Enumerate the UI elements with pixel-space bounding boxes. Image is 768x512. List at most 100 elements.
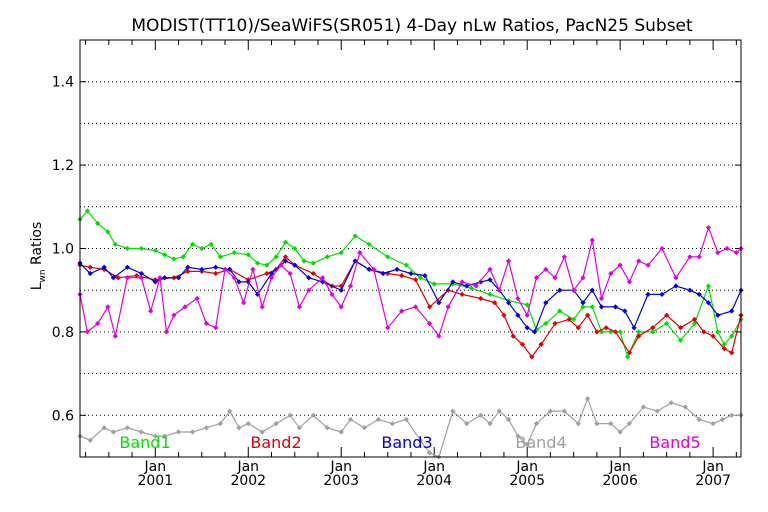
data-point: [515, 312, 521, 318]
data-point: [501, 312, 507, 318]
data-point: [505, 416, 512, 423]
data-point: [84, 329, 91, 335]
data-point: [357, 250, 363, 256]
data-point: [733, 250, 739, 256]
data-point: [87, 437, 93, 443]
data-point: [399, 308, 405, 314]
data-point: [138, 275, 144, 281]
data-point: [510, 333, 516, 339]
data-point: [626, 279, 633, 285]
data-point: [594, 329, 600, 335]
data-point: [436, 300, 442, 306]
data-point: [412, 304, 419, 310]
data-point: [194, 295, 200, 302]
data-point: [487, 421, 493, 427]
data-point: [115, 275, 121, 281]
y-tick-label: 0.6: [52, 408, 74, 424]
x-tick-label-month: Jan: [236, 459, 259, 475]
data-point: [227, 408, 233, 414]
data-point: [496, 287, 502, 293]
data-point: [268, 275, 275, 281]
data-point: [631, 325, 637, 331]
data-point: [636, 258, 642, 264]
chart-title: MODIST(TT10)/SeaWiFS(SR051) 4-Day nLw Ra…: [131, 16, 693, 36]
y-axis-label-rest: Ratios: [29, 222, 45, 270]
data-point: [636, 329, 642, 335]
series-line: [79, 396, 741, 458]
data-point: [705, 300, 712, 306]
data-point: [138, 429, 144, 435]
data-point: [664, 320, 670, 327]
x-tick-label-year: 2004: [416, 473, 452, 489]
y-axis-label: Lwn Ratios: [29, 222, 48, 291]
data-point: [710, 333, 716, 339]
data-point: [105, 304, 111, 310]
data-point: [617, 429, 623, 435]
data-point: [505, 300, 512, 306]
data-point: [598, 304, 605, 310]
data-point: [729, 333, 735, 339]
data-point: [222, 266, 228, 272]
data-point: [352, 233, 358, 239]
y-axis-label-main: L: [29, 282, 45, 290]
data-point: [664, 312, 670, 318]
data-point: [185, 264, 191, 270]
data-point: [394, 266, 400, 272]
data-point: [306, 287, 312, 293]
data-point: [101, 264, 107, 270]
data-point: [589, 287, 595, 293]
data-point: [436, 333, 442, 339]
data-point: [199, 245, 205, 252]
data-point: [580, 300, 586, 306]
data-point: [459, 291, 465, 297]
data-point: [645, 291, 651, 297]
data-point: [199, 266, 205, 272]
data-point: [645, 262, 651, 268]
data-point: [292, 262, 298, 268]
data-point: [203, 320, 210, 327]
data-point: [575, 421, 581, 427]
data-point: [84, 208, 91, 214]
data-point: [124, 245, 131, 252]
series-band3: [77, 258, 744, 335]
axis-ticks: 0.60.81.01.21.4Jan2001Jan2002Jan2003Jan2…: [52, 40, 741, 489]
x-tick-label-month: Jan: [144, 459, 167, 475]
data-point: [650, 325, 656, 331]
series-line: [79, 260, 742, 333]
data-point: [389, 421, 395, 427]
data-point: [487, 266, 493, 272]
data-point: [399, 272, 405, 279]
data-point: [715, 250, 721, 256]
data-point: [213, 270, 219, 277]
data-point: [110, 429, 117, 435]
data-point: [259, 429, 265, 435]
data-point: [659, 245, 665, 252]
data-point: [189, 241, 196, 247]
data-point: [608, 421, 614, 427]
data-point: [282, 239, 289, 245]
data-point: [245, 421, 251, 427]
y-tick-label: 1.4: [52, 75, 74, 91]
data-point: [417, 437, 423, 443]
data-point: [412, 277, 419, 283]
data-point: [677, 337, 684, 343]
data-point: [231, 250, 237, 256]
data-point: [101, 425, 107, 431]
data-point: [450, 279, 456, 285]
data-point: [208, 241, 214, 247]
data-point: [112, 333, 118, 339]
data-point: [612, 304, 619, 310]
data-point: [217, 421, 224, 427]
data-point: [459, 279, 465, 285]
x-tick-label-month: Jan: [515, 459, 538, 475]
data-point: [189, 429, 196, 435]
data-point: [320, 275, 326, 281]
data-point: [561, 254, 567, 260]
data-point: [366, 241, 372, 247]
data-point: [673, 275, 679, 281]
data-point: [203, 425, 210, 431]
data-point: [250, 266, 256, 272]
data-point: [347, 416, 354, 423]
data-point: [533, 275, 540, 281]
